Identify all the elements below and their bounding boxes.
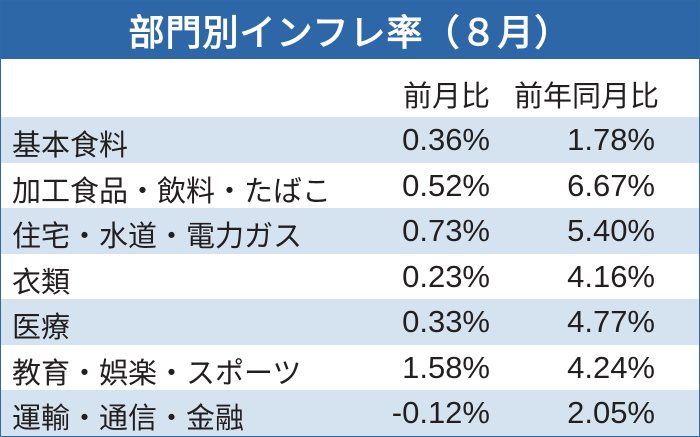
table-row: 基本食料 0.36% 1.78% xyxy=(1,117,699,163)
table-row: 衣類 0.23% 4.16% xyxy=(1,254,699,300)
column-header-mom: 前月比 xyxy=(403,79,491,113)
table-row: 教育・娯楽・スポーツ 1.58% 4.24% xyxy=(1,345,699,391)
table-body: 基本食料 0.36% 1.78% 加工食品・飲料・たばこ 0.52% 6.67%… xyxy=(1,117,699,436)
row-yoy-value: 4.16% xyxy=(567,258,655,294)
row-yoy-value: 6.67% xyxy=(567,167,655,203)
table-title-bar: 部門別インフレ率（８月） xyxy=(1,1,699,59)
row-label: 基本食料 xyxy=(12,128,129,162)
row-yoy-value: 5.40% xyxy=(567,213,655,248)
row-label: 衣類 xyxy=(12,264,71,299)
row-mom-value: 0.33% xyxy=(402,304,490,339)
table-row: 加工食品・飲料・たばこ 0.52% 6.67% xyxy=(1,163,699,209)
row-yoy-value: 2.05% xyxy=(567,395,655,430)
row-yoy-value: 4.77% xyxy=(567,304,655,339)
row-label: 住宅・水道・電力ガス xyxy=(12,219,303,253)
row-mom-value: 0.36% xyxy=(402,122,490,157)
row-label: 加工食品・飲料・たばこ xyxy=(12,173,332,208)
row-yoy-value: 4.24% xyxy=(567,349,655,385)
row-label: 教育・娯楽・スポーツ xyxy=(12,355,302,390)
row-mom-value: 0.73% xyxy=(402,213,490,248)
row-yoy-value: 1.78% xyxy=(567,122,655,157)
table-row: 医療 0.33% 4.77% xyxy=(1,299,699,345)
row-mom-value: 0.23% xyxy=(402,258,490,294)
table-row: 運輸・通信・金融 -0.12% 2.05% xyxy=(1,390,699,436)
table-title: 部門別インフレ率（８月） xyxy=(128,13,572,54)
column-header-yoy: 前年同月比 xyxy=(514,79,660,113)
column-header-row: 前月比 前年同月比 xyxy=(1,59,699,117)
row-mom-value: 1.58% xyxy=(402,349,490,385)
row-mom-value: 0.52% xyxy=(402,167,490,203)
table-row: 住宅・水道・電力ガス 0.73% 5.40% xyxy=(1,208,699,254)
row-label: 運輸・通信・金融 xyxy=(12,401,245,435)
row-label: 医療 xyxy=(12,310,71,344)
row-mom-value: -0.12% xyxy=(391,395,490,430)
